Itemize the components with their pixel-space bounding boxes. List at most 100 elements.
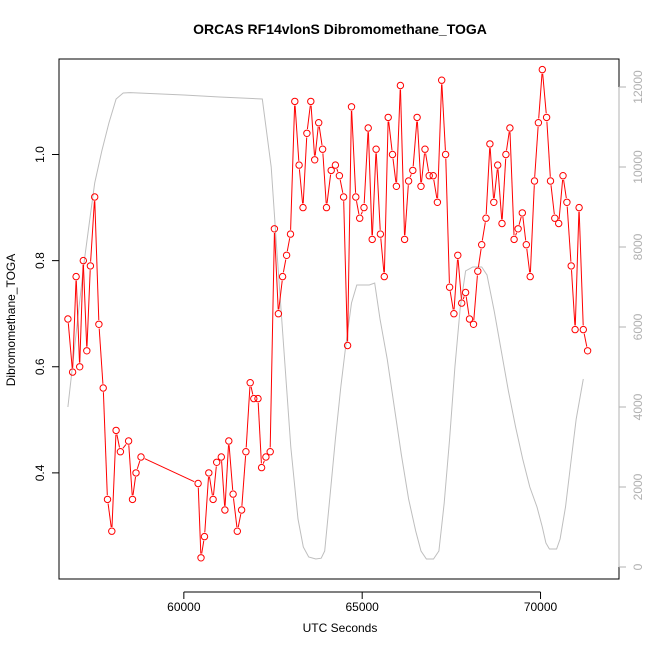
- data-point: [262, 453, 270, 461]
- data-point: [327, 166, 335, 175]
- data-point: [197, 554, 205, 562]
- primary-series-segment: [347, 110, 352, 342]
- primary-series-segment: [102, 392, 108, 496]
- primary-series-segment: [257, 402, 262, 464]
- primary-series-segment: [509, 132, 515, 236]
- data-point: [209, 495, 217, 504]
- data-point: [194, 479, 202, 488]
- data-point: [360, 203, 368, 212]
- x-tick-label: 70000: [524, 600, 558, 614]
- primary-series-segment: [412, 121, 418, 167]
- data-point: [376, 230, 385, 238]
- primary-series-segment: [310, 105, 315, 156]
- data-point: [339, 193, 348, 201]
- primary-series-segment: [522, 216, 527, 241]
- primary-series-segment: [571, 270, 576, 326]
- primary-series-segment: [416, 121, 422, 183]
- primary-series-segment: [538, 73, 543, 119]
- primary-series-segment: [388, 121, 393, 151]
- primary-series-segment: [481, 222, 486, 241]
- primary-series-segment: [245, 386, 251, 448]
- y2-tick-label: 0: [631, 563, 645, 570]
- data-point: [91, 193, 99, 201]
- data-point: [445, 283, 454, 291]
- y2-tick-label: 12000: [631, 70, 645, 104]
- y-tick-label: 0.8: [33, 252, 47, 269]
- primary-series-segment: [550, 185, 555, 215]
- data-point: [551, 214, 559, 222]
- data-point: [225, 437, 233, 445]
- primary-series-segment: [457, 259, 462, 299]
- data-point: [450, 310, 458, 318]
- y2-tick-label: 6000: [631, 313, 645, 340]
- data-point: [116, 448, 125, 456]
- data-point: [575, 203, 583, 212]
- data-point: [72, 272, 80, 281]
- primary-series-segment: [343, 201, 348, 342]
- data-point: [526, 272, 534, 281]
- chart-title: ORCAS RF14vlonS Dibromomethane_TOGA: [193, 21, 487, 37]
- primary-series-segment: [111, 434, 117, 528]
- data-point: [356, 214, 364, 222]
- primary-series-segment: [282, 259, 287, 273]
- primary-series-segment: [326, 174, 332, 204]
- primary-series-segment: [209, 476, 213, 496]
- primary-series-segment: [221, 461, 226, 506]
- y-tick-label: 1.0: [33, 146, 47, 163]
- data-point: [282, 251, 291, 260]
- primary-series-segment: [86, 270, 91, 347]
- primary-series-segment: [400, 89, 405, 236]
- data-point: [469, 320, 478, 328]
- data-point: [429, 172, 437, 180]
- primary-series-segment: [404, 185, 409, 236]
- primary-series-segment: [473, 275, 478, 321]
- primary-series-segment: [449, 291, 454, 310]
- data-point: [307, 97, 315, 106]
- y-tick-label: 0.6: [33, 358, 47, 375]
- data-point: [274, 310, 283, 318]
- data-point: [534, 119, 543, 127]
- primary-series-segment: [383, 121, 389, 273]
- secondary-series-layer: [67, 92, 584, 560]
- data-point: [270, 225, 279, 233]
- data-point: [103, 495, 112, 504]
- primary-series-segment: [583, 333, 588, 347]
- data-point: [200, 532, 209, 541]
- data-point: [86, 262, 95, 270]
- data-point: [559, 172, 567, 180]
- secondary-series-line: [67, 92, 584, 560]
- y2-tick-label: 2000: [631, 473, 645, 500]
- x-tick-label: 60000: [167, 600, 201, 614]
- primary-series-segment: [526, 248, 531, 273]
- data-point: [76, 363, 84, 371]
- primary-series-segment: [493, 169, 498, 199]
- primary-series-segment: [302, 137, 308, 204]
- primary-series-segment: [318, 126, 323, 146]
- data-point: [322, 203, 331, 212]
- primary-series-segment: [122, 444, 127, 449]
- primary-series-segment: [529, 185, 535, 273]
- primary-series-segment: [67, 323, 73, 368]
- data-point: [421, 145, 429, 153]
- primary-series-segment: [453, 259, 458, 310]
- y2-axis: 0 2000 4000 6000 8000 10000 12000: [618, 70, 645, 570]
- primary-series-segment: [409, 174, 412, 178]
- primary-series-segment: [197, 487, 202, 554]
- primary-series-segment: [566, 206, 572, 262]
- primary-series-segment: [294, 105, 300, 161]
- primary-series-segment: [437, 84, 443, 199]
- data-point: [461, 288, 470, 297]
- y2-tick-label: 10000: [631, 150, 645, 184]
- data-point: [352, 193, 360, 201]
- primary-series-segment: [351, 110, 357, 193]
- primary-series-segment: [542, 73, 547, 114]
- data-point: [229, 490, 237, 498]
- y-tick-label: 0.4: [33, 464, 47, 481]
- data-point: [417, 182, 425, 191]
- primary-series-segment: [360, 211, 363, 215]
- data-point: [132, 469, 140, 477]
- primary-series-segment: [237, 514, 242, 528]
- data-point: [99, 384, 107, 392]
- data-point: [233, 527, 242, 535]
- primary-series-segment: [274, 232, 279, 310]
